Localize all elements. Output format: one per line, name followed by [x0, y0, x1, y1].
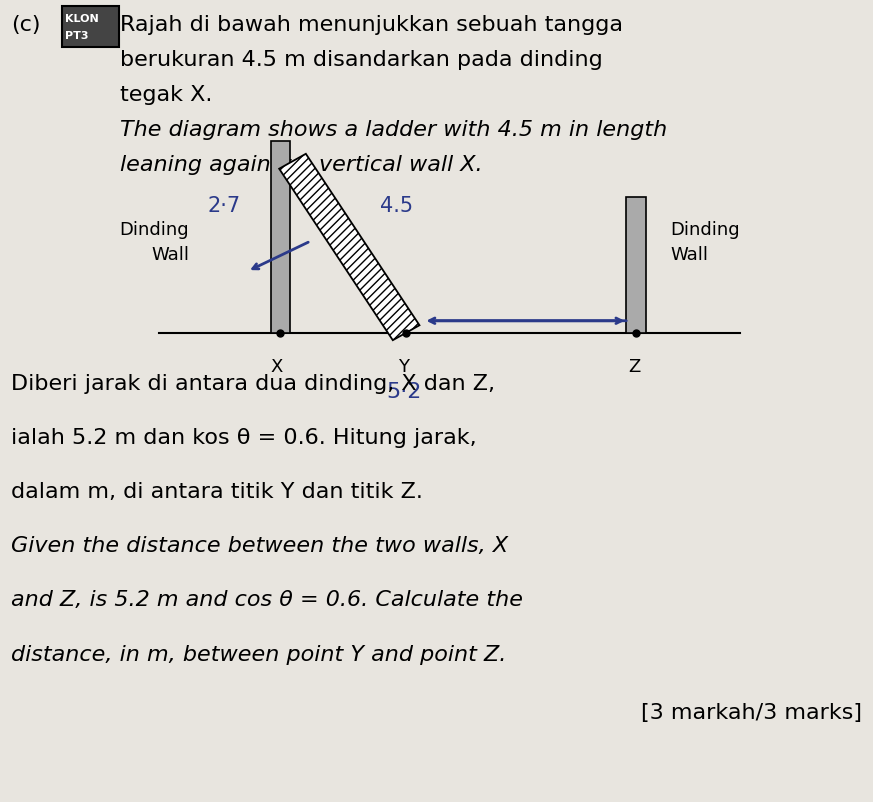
Text: berukuran 4.5 m disandarkan pada dinding: berukuran 4.5 m disandarkan pada dinding [120, 50, 602, 70]
Text: The diagram shows a ladder with 4.5 m in length: The diagram shows a ladder with 4.5 m in… [120, 119, 667, 140]
FancyBboxPatch shape [62, 6, 119, 48]
Text: Dinding
Wall: Dinding Wall [120, 221, 189, 263]
Polygon shape [279, 155, 419, 341]
Text: Rajah di bawah menunjukkan sebuah tangga: Rajah di bawah menunjukkan sebuah tangga [120, 14, 622, 34]
Text: Y: Y [398, 357, 409, 375]
Text: KLON: KLON [65, 14, 99, 24]
Text: distance, in m, between point Y and point Z.: distance, in m, between point Y and poin… [11, 644, 507, 664]
Text: $\theta$: $\theta$ [390, 307, 405, 327]
Text: (c): (c) [11, 14, 41, 34]
Text: Given the distance between the two walls, X: Given the distance between the two walls… [11, 536, 509, 556]
Text: X: X [271, 357, 283, 375]
Text: Dinding
Wall: Dinding Wall [670, 221, 740, 263]
Text: and Z, is 5.2 m and cos θ = 0.6. Calculate the: and Z, is 5.2 m and cos θ = 0.6. Calcula… [11, 589, 524, 610]
Text: dalam m, di antara titik Y dan titik Z.: dalam m, di antara titik Y dan titik Z. [11, 481, 423, 501]
Bar [627, 198, 645, 334]
Text: leaning against a vertical wall X.: leaning against a vertical wall X. [120, 155, 483, 175]
Text: 4.5: 4.5 [380, 196, 413, 216]
Text: ialah 5.2 m dan kos θ = 0.6. Hitung jarak,: ialah 5.2 m dan kos θ = 0.6. Hitung jara… [11, 427, 477, 448]
Text: 5·2: 5·2 [386, 381, 422, 401]
Text: PT3: PT3 [65, 31, 89, 41]
Text: tegak X.: tegak X. [120, 85, 212, 105]
Text: 2·7: 2·7 [208, 196, 241, 216]
Text: [3 markah/3 marks]: [3 markah/3 marks] [641, 702, 862, 722]
Text: Z: Z [629, 357, 641, 375]
Bar [271, 142, 290, 334]
Text: Diberi jarak di antara dua dinding, X dan Z,: Diberi jarak di antara dua dinding, X da… [11, 373, 496, 393]
